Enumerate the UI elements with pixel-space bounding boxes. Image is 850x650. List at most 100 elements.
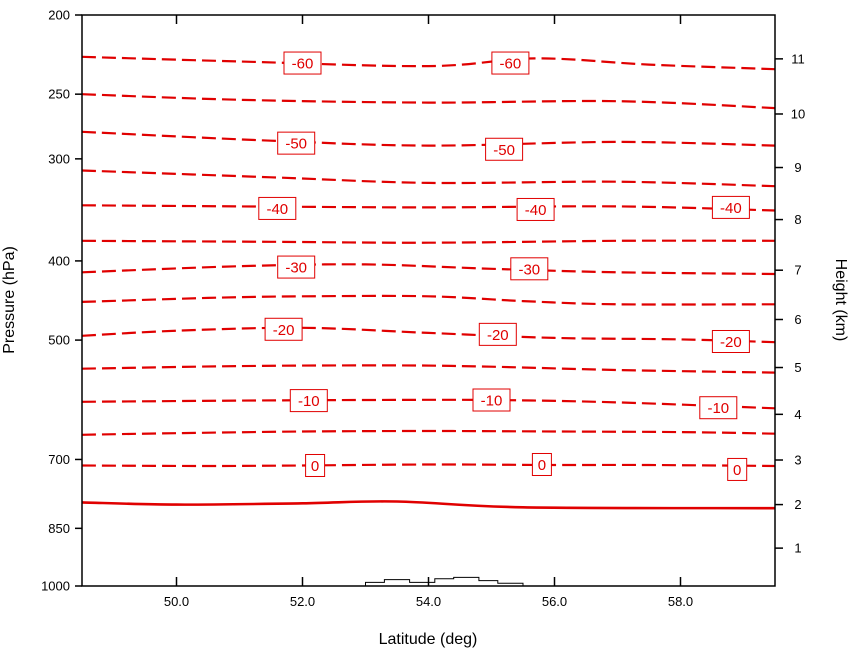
contour-label-text: -20 [720, 334, 742, 351]
contour-label-text: 0 [538, 457, 546, 474]
x-tick-label: 52.0 [290, 594, 315, 609]
pressure-tick-label: 500 [48, 333, 70, 348]
contour-label: -40 [711, 195, 750, 219]
x-axis-title: Latitude (deg) [379, 631, 478, 648]
contour-label-text: -20 [487, 327, 509, 344]
terrain-line [365, 576, 524, 586]
contour-label: -20 [264, 317, 303, 341]
contour-label-text: -40 [525, 202, 547, 219]
pressure-tick-label: 250 [48, 87, 70, 102]
height-tick-label: 6 [794, 312, 801, 327]
contour-line-minus-15 [81, 398, 776, 410]
contour-line-minus-25 [81, 326, 776, 344]
contour-labels: -60 -60 -50 -50 -40 -40 -40 -30 -30 -20 -20 -20 -10 -… [258, 51, 750, 481]
contour-label-box [727, 457, 748, 481]
height-tick-label: 7 [794, 263, 801, 278]
contour-label-text: -30 [518, 261, 540, 278]
contour-label-text: -40 [720, 200, 742, 217]
pressure-tick-label: 1000 [41, 579, 70, 594]
height-tick-label: 8 [794, 212, 801, 227]
x-axis: 50.0 52.0 54.0 56.0 58.0 [164, 15, 693, 609]
height-tick-label: 9 [794, 160, 801, 175]
right-axis-title: Height (km) [832, 259, 849, 342]
contour-label-text: 0 [311, 458, 319, 475]
height-tick-label: 5 [794, 360, 801, 375]
height-tick-label: 10 [791, 106, 805, 121]
contour-label-box [510, 257, 549, 281]
contour-label: -20 [711, 329, 750, 353]
height-tick-label: 11 [791, 51, 805, 66]
terrain-outline [365, 576, 524, 586]
pressure-tick-label: 850 [48, 521, 70, 536]
contour-label: -10 [472, 388, 511, 412]
contour-label-text: -30 [285, 260, 307, 277]
contour-label: -60 [491, 51, 530, 75]
x-tick-label: 54.0 [416, 594, 441, 609]
contour-label: 0 [727, 457, 748, 481]
plot-frame [81, 14, 776, 587]
contour-label-box [289, 389, 328, 413]
contour-label-text: -10 [707, 400, 729, 417]
height-tick-label: 3 [794, 453, 801, 468]
contour-label: -10 [289, 389, 328, 413]
contour-line-minus-50 [81, 169, 776, 188]
pressure-tick-label: 400 [48, 253, 70, 268]
contour-label-box [277, 255, 316, 279]
contour-line-minus-10 [81, 429, 776, 436]
contour-label-box [305, 453, 326, 477]
contour-line-minus-5 [81, 463, 776, 468]
contour-label-box [258, 196, 297, 220]
contour-label-text: -60 [292, 56, 314, 73]
contour-label-box [491, 51, 530, 75]
contour-line-minus-55 [81, 130, 776, 147]
contour-label-box [472, 388, 511, 412]
contour-label-text: 0 [733, 462, 741, 479]
x-tick-label: 50.0 [164, 594, 189, 609]
contour-label-box [711, 195, 750, 219]
contour-label-text: -50 [285, 136, 307, 153]
x-tick-label: 56.0 [542, 594, 567, 609]
contour-label-text: -20 [273, 322, 295, 339]
contour-label: -60 [283, 51, 322, 75]
x-tick-label: 58.0 [668, 594, 693, 609]
height-tick-label: 2 [794, 497, 801, 512]
contour-label-text: -50 [493, 142, 515, 159]
contour-label-box [283, 51, 322, 75]
height-tick-label: 1 [794, 541, 801, 556]
contour-label: 0 [531, 452, 552, 476]
contour-label-box [699, 396, 738, 420]
contour-line-minus-30 [81, 294, 776, 306]
contour-line-zero [81, 500, 776, 510]
contour-label: -50 [485, 137, 524, 161]
contour-label-text: -40 [266, 201, 288, 218]
contour-label: 0 [305, 453, 326, 477]
contour-label: -30 [277, 255, 316, 279]
contour-line-minus-40 [81, 239, 776, 244]
contour-label: -40 [516, 197, 555, 221]
contour-label-text: -10 [298, 393, 320, 410]
contour-label-box [516, 197, 555, 221]
contour-line-minus-45 [81, 204, 776, 212]
contour-label-box [478, 322, 517, 346]
contour-label: -10 [699, 396, 738, 420]
contour-label: -50 [277, 131, 316, 155]
contour-label: -30 [510, 257, 549, 281]
pressure-axis: 1000 850 700 500 400 300 250 200 [41, 8, 82, 594]
height-tick-label: 4 [794, 407, 801, 422]
contour-line-minus-65 [81, 55, 776, 71]
pressure-tick-label: 700 [48, 452, 70, 467]
contour-label: -40 [258, 196, 297, 220]
contour-label-box [485, 137, 524, 161]
contour-label-box [531, 452, 552, 476]
contour-label: -20 [478, 322, 517, 346]
temperature-contours [81, 55, 776, 510]
contour-label-box [264, 317, 303, 341]
contour-line-minus-60 [81, 93, 776, 110]
pressure-tick-label: 200 [48, 8, 70, 23]
contour-label-text: -60 [500, 56, 522, 73]
contour-line-minus-20 [81, 364, 776, 374]
pressure-tick-label: 300 [48, 151, 70, 166]
contour-label-text: -10 [481, 393, 503, 410]
contour-label-box [277, 131, 316, 155]
